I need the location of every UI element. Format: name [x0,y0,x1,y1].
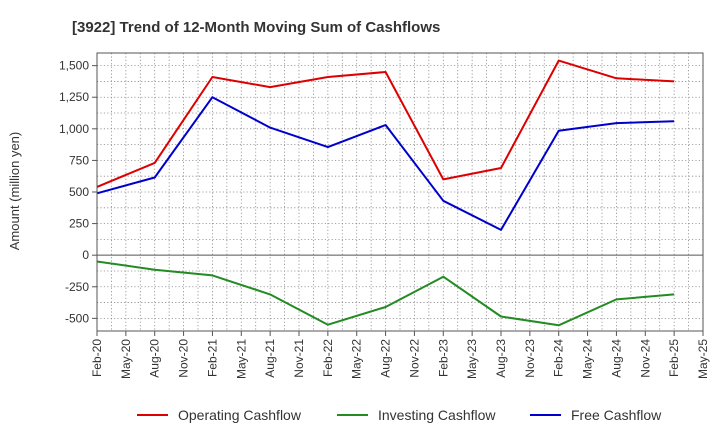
x-tick-label: Feb-21 [205,339,219,377]
x-tick-label: Aug-21 [263,339,277,378]
x-tick-label: May-24 [581,339,595,379]
x-tick-label: Feb-25 [667,339,681,377]
x-tick-label: May-21 [234,339,248,379]
x-tick-label: Aug-23 [494,339,508,378]
series-lines [96,59,675,327]
x-tick-label: Nov-21 [292,339,306,378]
legend: Operating Cashflow Investing Cashflow Free… [137,407,662,423]
x-tick-label: Aug-24 [609,339,623,378]
series-line-free-cashflow [96,96,675,231]
y-tick-label: 1,500 [59,59,89,73]
y-tick-label: 750 [69,153,89,167]
x-tick-label: Feb-23 [436,339,450,377]
y-tick-label: 1,250 [59,90,89,104]
x-tick-label: Feb-22 [321,339,335,377]
x-tick-label: May-22 [350,339,364,379]
x-tick-label: Nov-20 [177,339,191,378]
x-tick-label: Feb-20 [90,339,104,377]
x-tick-label: May-20 [119,339,133,379]
x-tick-label: Feb-24 [552,339,566,377]
x-tick-label: Aug-20 [148,339,162,378]
y-tick-label: 0 [82,248,89,262]
x-tick-label: May-25 [696,339,710,379]
legend-label-free-cashflow: Free Cashflow [571,407,662,423]
grid [96,53,704,331]
series-line-investing-cashflow [96,260,675,327]
x-tick-label: Nov-24 [638,339,652,378]
x-tick-label: Aug-22 [379,339,393,378]
y-tick-label: -250 [65,280,89,294]
y-tick-label: -500 [65,311,89,325]
x-tick-label: Nov-22 [407,339,421,378]
y-tick-label: 250 [69,217,89,231]
y-axis-ticks: 1,500 1,250 1,000 750 500 250 0 -250 -500 [59,59,97,325]
chart-title: [3922] Trend of 12-Month Moving Sum of C… [72,19,440,36]
legend-label-investing-cashflow: Investing Cashflow [378,407,496,423]
y-axis-label: Amount (million yen) [7,132,22,251]
y-tick-label: 500 [69,185,89,199]
series-line-operating-cashflow [96,59,675,188]
x-axis-ticks: Feb-20 May-20 Aug-20 Nov-20 Feb-21 May-21 Aug-… [90,331,710,379]
legend-label-operating-cashflow: Operating Cashflow [178,407,302,423]
x-tick-label: Nov-23 [523,339,537,378]
x-tick-label: May-23 [465,339,479,379]
y-tick-label: 1,000 [59,122,89,136]
